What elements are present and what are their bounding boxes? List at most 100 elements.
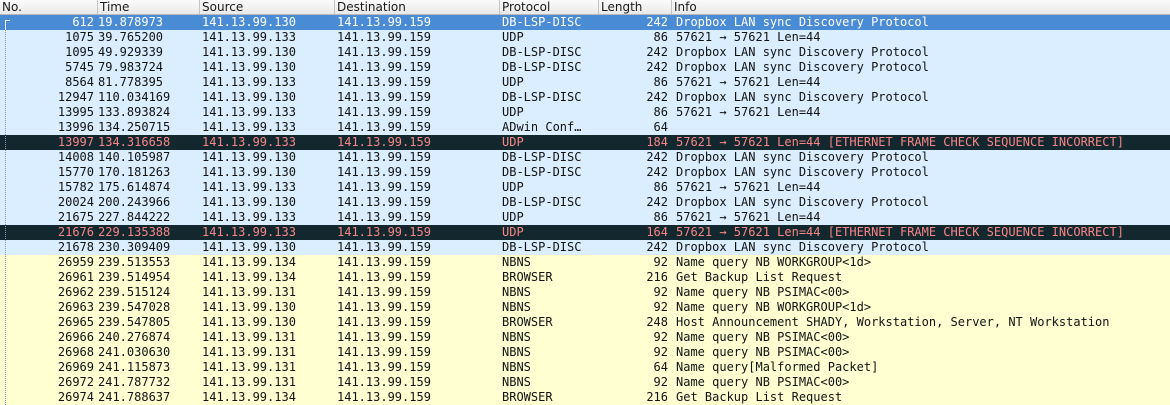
table-row[interactable]: 13996 134.250715 141.13.99.133 141.13.99.15… — [0, 120, 1170, 135]
conversation-tree-line — [5, 30, 7, 405]
column-header-bar: No. Time Source Destination Protocol Len… — [0, 0, 1170, 15]
table-row[interactable]: 13995 133.893824 141.13.99.133 141.13.99.15… — [0, 105, 1170, 120]
packet-number: 14008 — [57, 150, 94, 164]
table-row[interactable]: 20024 200.243966 141.13.99.130 141.13.99.15… — [0, 195, 1170, 210]
packet-info: Name query NB PSIMAC<00> — [676, 345, 850, 359]
packet-number: 13995 — [57, 105, 94, 119]
packet-length: 242 — [646, 90, 668, 104]
table-row[interactable]: 1075 39.765200 141.13.99.133 141.13.99.159 U… — [0, 30, 1170, 45]
packet-time: 241.030630 — [98, 345, 171, 359]
packet-info: Dropbox LAN sync Discovery Protocol — [676, 60, 929, 74]
column-header-info[interactable]: Info — [674, 0, 697, 14]
packet-source: 141.13.99.130 — [202, 90, 296, 104]
column-header-no[interactable]: No. — [0, 0, 98, 14]
packet-length: 242 — [646, 150, 668, 164]
column-header-protocol[interactable]: Protocol — [500, 0, 599, 14]
table-row[interactable]: 21676 229.135388 141.13.99.133 141.13.99.15… — [0, 225, 1170, 240]
packet-source: 141.13.99.131 — [202, 375, 296, 389]
table-row[interactable]: 21678 230.309409 141.13.99.130 141.13.99.15… — [0, 240, 1170, 255]
table-row[interactable]: 13997 134.316658 141.13.99.133 141.13.99.15… — [0, 135, 1170, 150]
table-row[interactable]: 26963 239.547028 141.13.99.130 141.13.99.15… — [0, 300, 1170, 315]
packet-destination: 141.13.99.159 — [337, 30, 431, 44]
packet-info: 57621 → 57621 Len=44 [ETHERNET FRAME CHE… — [676, 225, 1124, 239]
packet-length: 164 — [646, 225, 668, 239]
table-row[interactable]: 26972 241.787732 141.13.99.131 141.13.99.15… — [0, 375, 1170, 390]
packet-protocol: NBNS — [502, 345, 531, 359]
packet-destination: 141.13.99.159 — [337, 390, 431, 404]
packet-number: 26968 — [57, 345, 94, 359]
packet-time: 239.547805 — [98, 315, 171, 329]
packet-length: 92 — [653, 255, 668, 269]
table-row[interactable]: 26961 239.514954 141.13.99.134 141.13.99.15… — [0, 270, 1170, 285]
packet-info: Host Announcement SHADY, Workstation, Se… — [676, 315, 1110, 329]
packet-length: 216 — [646, 390, 668, 404]
packet-time: 241.788637 — [98, 390, 171, 404]
packet-number: 21678 — [57, 240, 94, 254]
packet-length: 184 — [646, 135, 668, 149]
table-row-selected[interactable]: 612 19.878973 141.13.99.130 141.13.99.159 DB… — [0, 15, 1170, 30]
packet-length: 92 — [653, 375, 668, 389]
packet-protocol: NBNS — [502, 360, 531, 374]
packet-info: 57621 → 57621 Len=44 — [676, 210, 821, 224]
packet-number: 21676 — [57, 225, 94, 239]
column-header-length[interactable]: Length — [599, 0, 672, 14]
column-header-destination[interactable]: Destination — [335, 0, 500, 14]
column-header-source[interactable]: Source — [200, 0, 335, 14]
packet-number: 26959 — [57, 255, 94, 269]
conversation-bracket-icon — [5, 20, 10, 30]
packet-source: 141.13.99.133 — [202, 135, 296, 149]
table-row[interactable]: 26969 241.115873 141.13.99.131 141.13.99.15… — [0, 360, 1170, 375]
packet-destination: 141.13.99.159 — [337, 135, 431, 149]
packet-source: 141.13.99.130 — [202, 45, 296, 59]
packet-destination: 141.13.99.159 — [337, 315, 431, 329]
table-row[interactable]: 26962 239.515124 141.13.99.131 141.13.99.15… — [0, 285, 1170, 300]
packet-length: 86 — [653, 210, 668, 224]
packet-length: 64 — [653, 360, 668, 374]
table-row[interactable]: 15770 170.181263 141.13.99.130 141.13.99.15… — [0, 165, 1170, 180]
packet-protocol: DB-LSP-DISC — [502, 165, 582, 179]
packet-protocol: NBNS — [502, 330, 531, 344]
packet-length: 242 — [646, 60, 668, 74]
table-row[interactable]: 26966 240.276874 141.13.99.131 141.13.99.15… — [0, 330, 1170, 345]
packet-length: 64 — [653, 120, 668, 134]
table-row[interactable]: 26959 239.513553 141.13.99.134 141.13.99.15… — [0, 255, 1170, 270]
table-row[interactable]: 5745 79.983724 141.13.99.130 141.13.99.159 D… — [0, 60, 1170, 75]
table-row[interactable]: 1095 49.929339 141.13.99.130 141.13.99.159 D… — [0, 45, 1170, 60]
table-row[interactable]: 14008 140.105987 141.13.99.130 141.13.99.15… — [0, 150, 1170, 165]
packet-info: Dropbox LAN sync Discovery Protocol — [676, 90, 929, 104]
packet-number: 20024 — [57, 195, 94, 209]
packet-time: 175.614874 — [98, 180, 171, 194]
table-row[interactable]: 15782 175.614874 141.13.99.133 141.13.99.15… — [0, 180, 1170, 195]
packet-protocol: DB-LSP-DISC — [502, 60, 582, 74]
table-row[interactable]: 26965 239.547805 141.13.99.130 141.13.99.15… — [0, 315, 1170, 330]
table-row[interactable]: 8564 81.778395 141.13.99.133 141.13.99.159 U… — [0, 75, 1170, 90]
packet-time: 240.276874 — [98, 330, 171, 344]
table-row[interactable]: 12947 110.034169 141.13.99.130 141.13.99.15… — [0, 90, 1170, 105]
packet-destination: 141.13.99.159 — [337, 360, 431, 374]
packet-destination: 141.13.99.159 — [337, 285, 431, 299]
packet-info: Dropbox LAN sync Discovery Protocol — [676, 45, 929, 59]
packet-length: 92 — [653, 330, 668, 344]
packet-protocol: ADwin Conf… — [502, 120, 582, 134]
packet-length: 242 — [646, 15, 668, 29]
packet-protocol: UDP — [502, 225, 524, 239]
packet-protocol: NBNS — [502, 285, 531, 299]
column-header-time[interactable]: Time — [98, 0, 200, 14]
packet-destination: 141.13.99.159 — [337, 330, 431, 344]
packet-time: 239.547028 — [98, 300, 171, 314]
packet-time: 170.181263 — [98, 165, 171, 179]
packet-length: 242 — [646, 45, 668, 59]
packet-protocol: DB-LSP-DISC — [502, 90, 582, 104]
packet-length: 242 — [646, 240, 668, 254]
table-row[interactable]: 26974 241.788637 141.13.99.134 141.13.99.15… — [0, 390, 1170, 405]
packet-info: Name query NB PSIMAC<00> — [676, 375, 850, 389]
packet-info: Dropbox LAN sync Discovery Protocol — [676, 165, 929, 179]
packet-destination: 141.13.99.159 — [337, 240, 431, 254]
table-row[interactable]: 26968 241.030630 141.13.99.131 141.13.99.15… — [0, 345, 1170, 360]
table-row[interactable]: 21675 227.844222 141.13.99.133 141.13.99.15… — [0, 210, 1170, 225]
packet-number: 26969 — [57, 360, 94, 374]
packet-protocol: UDP — [502, 105, 524, 119]
packet-number: 13997 — [57, 135, 94, 149]
packet-info: 57621 → 57621 Len=44 — [676, 180, 821, 194]
